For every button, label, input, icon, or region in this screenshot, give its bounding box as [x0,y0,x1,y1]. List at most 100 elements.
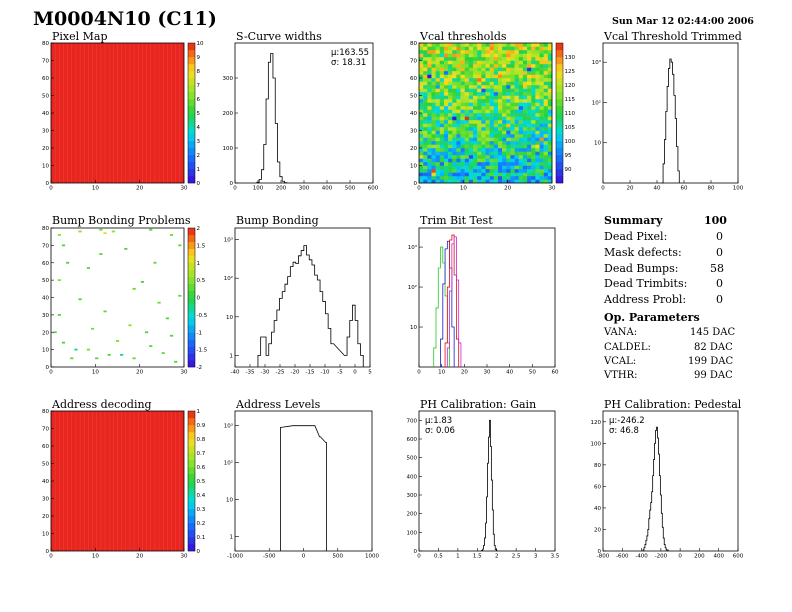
vcal-thresholds-cell [468,137,474,142]
vcal-thresholds-cell [431,106,436,110]
vcal-thresholds-cell [468,162,474,166]
vcal-thresholds-cell [506,116,511,121]
ph-pedestal-ytick-label: 60 [594,484,601,490]
vcal-thresholds-cell [468,43,474,47]
vcal-thresholds-cell [443,53,449,58]
vcal-thresholds-cell [431,162,436,166]
vcal-thresholds-cell [489,64,495,68]
ph-pedestal-ytick-label: 80 [594,463,601,469]
vcal-thresholds-cell [489,102,495,107]
vcal-thresholds-cell [473,106,478,110]
vcal-thresholds-cell [423,176,428,180]
vcal-thresholds-cell [543,92,549,96]
vcal-thresholds-cell [543,158,549,163]
scurve-widths-ytick-label: 200 [223,111,234,117]
vcal-thresholds-cell [460,95,465,100]
vcal-thresholds-cell [531,158,536,163]
bump-bonding-problems-colorbar-label: -1 [197,330,202,336]
bump-bonding-problems-ytick-label: 70 [42,243,49,249]
vcal-thresholds-cell [485,116,490,121]
vcal-thresholds-cell [543,74,549,79]
vcal-thresholds-cell [506,46,511,51]
vcal-thresholds-cell [485,130,490,135]
vcal-thresholds-cell [485,78,490,82]
vcal-thresholds-cell [522,46,528,51]
vcal-thresholds-cell [502,169,507,173]
vcal-thresholds-cell [439,88,445,93]
address-decoding-colorbar-label: 0.9 [197,423,206,429]
vcal-thresholds-cell [431,92,436,96]
vcal-thresholds-cell [456,88,461,93]
bump-bonding-problems-xtick-label: 20 [136,370,143,376]
vcal-thresholds-cell [535,64,540,68]
vcal-thresholds-cell [427,109,432,114]
vcal-thresholds-cell [547,144,553,149]
vcal-thresholds-cell [419,113,424,117]
vcal-thresholds-cell [481,81,486,86]
bump-bonding-problems-colorbar-cell [188,283,195,291]
vcal-thresholds-colorbar-cell [556,141,563,149]
vcal-thresholds-cell [435,85,440,89]
vcal-thresholds-cell [497,99,503,103]
vcal-thresholds-cell [448,169,453,173]
vcal-thresholds-cell [473,88,478,93]
vcal-thresholds-cell [431,57,436,61]
vcal-thresholds-cell [485,43,490,47]
vcal-thresholds-cell [489,169,495,173]
vcal-thresholds-cell [439,123,445,128]
vcal-thresholds-cell [497,46,503,51]
vcal-thresholds-cell [543,67,549,72]
vcal-thresholds-cell [435,172,440,177]
vcal-thresholds-cell [522,53,528,58]
bump-bonding-problems-point [57,279,61,282]
ph-gain-ytick-label: 200 [407,512,418,518]
vcal-thresholds-cell [506,43,511,47]
vcal-thresholds-cell [477,85,482,89]
vcal-thresholds-cell [518,99,524,103]
vcal-thresholds-cell [539,92,544,96]
pixel-map-title: Pixel Map [52,30,108,43]
bump-bonding-xtick-label: -40 [231,370,240,376]
vcal-thresholds-cell [527,172,532,177]
vcal-thresholds-cell [510,74,515,79]
vcal-threshold-trimmed-histogram [661,58,680,184]
vcal-thresholds-cell [473,74,478,79]
vcal-thresholds-cell [531,134,536,138]
vcal-thresholds-cell [543,130,549,135]
pixel-map-ytick-label: 40 [42,111,49,117]
vcal-thresholds-cell [522,144,528,149]
bump-bonding-problems-point [70,357,74,360]
vcal-thresholds-cell [489,60,495,65]
vcal-thresholds-cell [464,172,470,177]
ph-pedestal-title: PH Calibration: Pedestal [604,398,742,411]
vcal-thresholds-cell [439,165,445,170]
vcal-thresholds-cell [510,162,515,166]
bump-bonding-frame [234,227,371,368]
bump-bonding-problems-frame [50,227,185,368]
vcal-thresholds-cell [497,102,503,107]
vcal-thresholds-cell [539,60,544,65]
vcal-thresholds-cell [547,141,553,145]
vcal-thresholds-colorbar-label: 90 [565,167,572,173]
pixel-map-xtick-label: 30 [181,186,188,192]
vcal-thresholds-cell [452,134,457,138]
vcal-thresholds-cell [419,46,424,51]
vcal-thresholds-cell [535,78,540,82]
bump-bonding-problems-colorbar-cell [188,262,195,270]
vcal-thresholds-cell [497,43,503,47]
address-decoding-colorbar-label: 0.6 [197,465,206,471]
pixel-map-colorbar-cell [188,78,195,86]
vcal-thresholds-cell [531,162,536,166]
vcal-thresholds-cell [489,88,495,93]
vcal-thresholds-cell [452,60,457,65]
address-decoding-colorbar-cell [188,474,195,482]
vcal-thresholds-cell [423,57,428,61]
bump-bonding-problems-point [66,261,70,264]
vcal-thresholds-colorbar-cell [556,113,563,121]
vcal-thresholds-cell [485,71,490,75]
vcal-thresholds-cell [481,60,486,65]
vcal-thresholds-cell [506,137,511,142]
vcal-thresholds-cell [547,113,553,117]
vcal-thresholds-cell [531,53,536,58]
vcal-thresholds-cell [477,179,482,184]
